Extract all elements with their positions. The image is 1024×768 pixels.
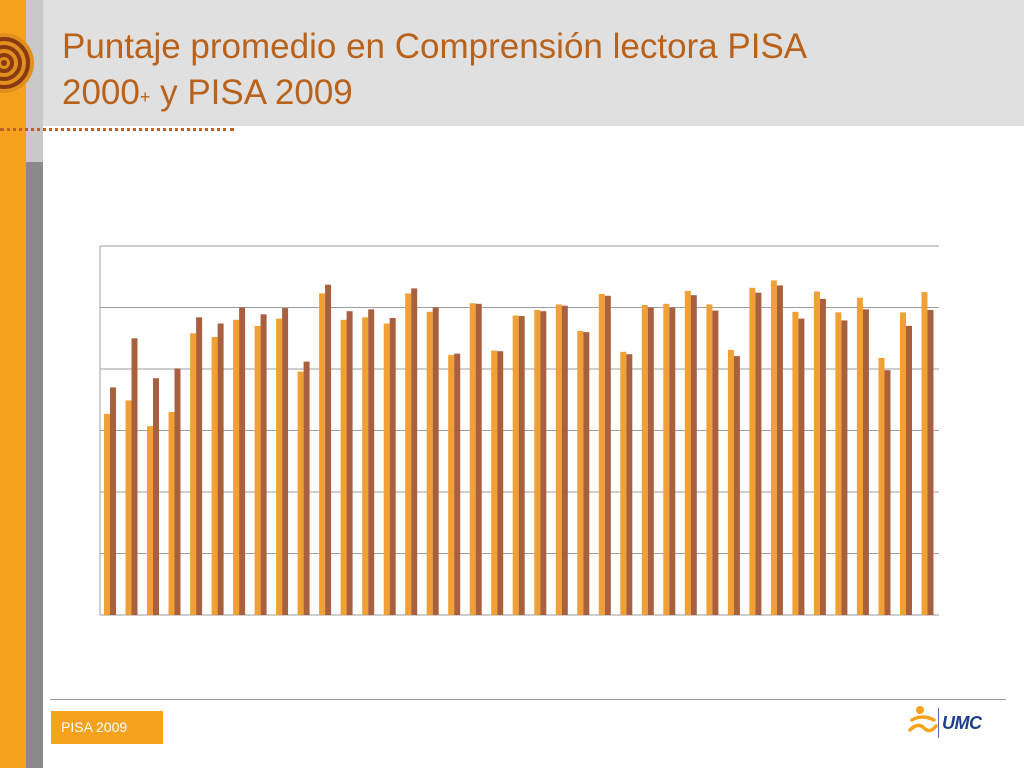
bar-series2-11 xyxy=(346,311,353,615)
bar-series1-29 xyxy=(727,349,734,615)
bar-series2-37 xyxy=(906,325,912,615)
bar-series1-34 xyxy=(835,312,842,615)
left-light-bar xyxy=(26,0,43,162)
footer-divider xyxy=(50,699,1006,700)
bar-series1-25 xyxy=(641,305,648,615)
bar-series1-5 xyxy=(211,337,218,615)
bar-series2-31 xyxy=(776,285,783,615)
bar-series2-24 xyxy=(626,354,633,615)
bar-series2-6 xyxy=(239,307,246,615)
bar-series2-23 xyxy=(604,295,611,615)
bar-series2-0 xyxy=(110,387,116,615)
umc-figure-icon xyxy=(908,706,938,733)
bar-series2-27 xyxy=(690,295,697,615)
bar-series1-22 xyxy=(577,330,584,615)
bar-series2-36 xyxy=(884,370,891,615)
bar-series2-9 xyxy=(303,361,310,615)
bar-series2-29 xyxy=(733,356,740,615)
bar-series2-7 xyxy=(260,314,267,615)
bar-series2-12 xyxy=(368,309,375,615)
bar-series2-20 xyxy=(540,311,547,615)
umc-logo: UMC xyxy=(908,704,988,740)
bar-series2-1 xyxy=(131,338,138,616)
bar-series1-15 xyxy=(426,311,433,615)
footer-badge: PISA 2009 xyxy=(51,711,163,744)
bar-series2-25 xyxy=(647,307,654,615)
title-superscript: + xyxy=(139,87,151,107)
bar-series1-30 xyxy=(749,287,756,615)
bar-series2-4 xyxy=(196,317,203,615)
bar-series1-18 xyxy=(491,350,498,615)
bar-series2-10 xyxy=(325,284,332,615)
bar-series2-15 xyxy=(432,307,439,615)
bar-series1-23 xyxy=(598,294,605,615)
bar-series1-14 xyxy=(405,293,412,615)
umc-divider xyxy=(938,708,939,738)
bar-series1-31 xyxy=(770,280,777,615)
bar-series1-6 xyxy=(233,319,240,615)
bar-series1-33 xyxy=(813,291,820,615)
bar-series1-24 xyxy=(620,351,627,615)
bar-series2-16 xyxy=(454,353,461,615)
bar-series2-21 xyxy=(561,305,568,615)
bar-series1-28 xyxy=(706,304,713,615)
bar-series1-19 xyxy=(512,315,519,615)
bar-series2-14 xyxy=(411,288,418,615)
bar-series2-30 xyxy=(755,292,762,615)
bar-series2-13 xyxy=(389,318,396,615)
bar-series1-7 xyxy=(254,325,261,615)
bar-series1-0 xyxy=(104,413,110,615)
bar-series1-27 xyxy=(684,290,691,615)
bar-series2-28 xyxy=(712,310,719,615)
bar-series1-35 xyxy=(856,297,863,615)
bar-series2-22 xyxy=(583,332,590,615)
bar-series2-18 xyxy=(497,351,504,615)
title-line-2-b: y PISA 2009 xyxy=(150,73,353,112)
umc-logo-text: UMC xyxy=(942,713,982,733)
header-band xyxy=(43,0,1024,126)
bar-series1-8 xyxy=(276,318,283,615)
bar-series1-11 xyxy=(340,319,347,615)
bar-series1-37 xyxy=(900,312,906,615)
bar-series2-26 xyxy=(669,307,676,615)
bar-series1-38 xyxy=(921,292,928,615)
bar-series2-2 xyxy=(153,378,159,615)
bar-series1-26 xyxy=(663,303,670,615)
bar-series1-4 xyxy=(190,333,197,615)
title-line-2-a: 2000 xyxy=(62,73,140,112)
bar-series1-3 xyxy=(168,412,175,615)
bar-series1-17 xyxy=(469,303,476,615)
bar-series2-5 xyxy=(217,323,224,615)
bar-series2-19 xyxy=(518,316,525,615)
left-gray-bar xyxy=(26,0,43,768)
bar-series1-16 xyxy=(448,354,455,615)
bar-series1-36 xyxy=(878,357,885,615)
bar-series2-32 xyxy=(798,318,805,615)
bar-series1-10 xyxy=(319,293,326,615)
title-dotted-rule xyxy=(0,128,234,131)
bar-series1-21 xyxy=(555,304,562,615)
bar-series2-17 xyxy=(475,303,482,615)
bar-series1-13 xyxy=(383,323,390,615)
bar-series1-1 xyxy=(125,400,132,615)
bar-series1-2 xyxy=(147,426,153,615)
spiral-logo-icon xyxy=(0,33,34,93)
bar-series2-38 xyxy=(927,310,934,615)
bar-series1-9 xyxy=(297,371,304,615)
bar-series1-32 xyxy=(792,311,799,615)
bar-series2-3 xyxy=(174,368,181,615)
bar-series1-20 xyxy=(534,310,541,615)
bar-series2-35 xyxy=(862,309,869,615)
page-title: Puntaje promedio en Comprensión lectora … xyxy=(62,24,962,116)
bar-series2-8 xyxy=(282,308,289,615)
bar-series2-34 xyxy=(841,320,848,615)
bar-series2-33 xyxy=(819,298,826,615)
bar-series1-12 xyxy=(362,317,369,615)
title-line-1: Puntaje promedio en Comprensión lectora … xyxy=(62,27,808,66)
